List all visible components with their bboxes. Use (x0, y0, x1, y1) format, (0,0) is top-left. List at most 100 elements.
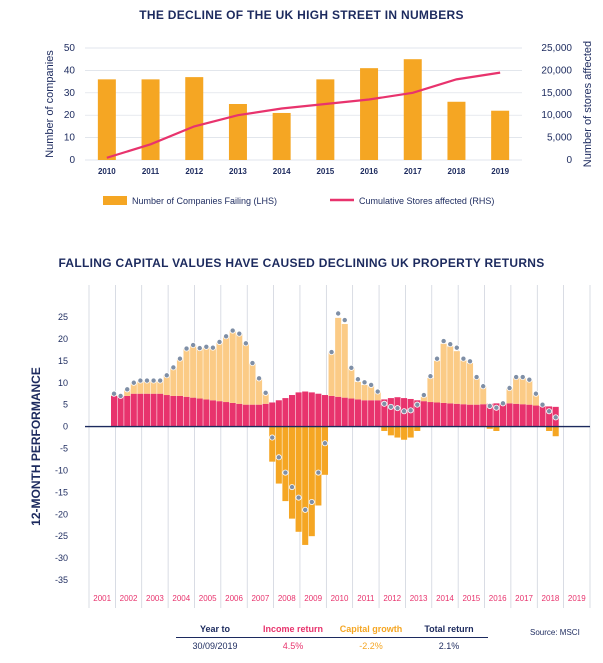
chart2-bar-income (315, 393, 322, 427)
chart2-x-tick-label: 2009 (304, 594, 322, 603)
chart2-x-tick-label: 2003 (146, 594, 164, 603)
chart2-bar-income (216, 401, 223, 427)
chart2-total-return-dot (354, 376, 361, 383)
chart2-total-return-dot (486, 402, 493, 409)
chart1-bar (447, 101, 466, 160)
chart1-x-tick-label: 2010 (98, 167, 116, 176)
chart2-total-return-dot (341, 317, 348, 324)
chart2-total-return-dot (150, 377, 157, 384)
chart2-y-tick-label: 20 (58, 334, 68, 344)
chart2-bar-capital (394, 426, 401, 438)
chart1-bar (228, 104, 247, 160)
chart2-total-return-dot (170, 364, 177, 371)
chart2-total-return-dot (229, 327, 236, 334)
chart2-y-tick-label: 15 (58, 356, 68, 366)
chart1-y-tick-label: 10 (64, 133, 76, 144)
chart2-bar-income (341, 397, 348, 427)
chart2-bar-income (117, 395, 124, 427)
chart2-bar-capital (262, 392, 269, 404)
chart2-total-return-dot (157, 377, 164, 384)
chart2-total-return-dot (223, 333, 230, 340)
chart2-total-return-dot (473, 374, 480, 381)
chart2-total-return-dot (440, 338, 447, 345)
chart2-y-tick-label: 5 (63, 400, 68, 410)
chart2-total-return-dot (315, 469, 322, 476)
chart2-y-tick-label: 0 (63, 422, 68, 432)
chart2-total-return-dot (453, 344, 460, 351)
chart2-total-return-dot (190, 342, 197, 349)
chart2-bar-capital (387, 426, 394, 436)
chart2-bar-income (394, 397, 401, 427)
chart2-total-return-dot (321, 440, 328, 447)
chart1-bar (403, 59, 422, 161)
chart1-line-stores (106, 71, 501, 159)
chart1-bar (491, 110, 510, 160)
chart2-total-return-dot (216, 338, 223, 345)
chart2-bar-capital (288, 426, 296, 519)
chart2-bar-income (499, 403, 506, 427)
chart2-bar-income (381, 399, 388, 427)
chart1-y2-tick-label: 20,000 (541, 65, 572, 76)
chart2-total-return-dot (196, 345, 203, 352)
chart2-total-return-dot (308, 498, 315, 505)
chart2-y-tick-label: -15 (55, 487, 68, 497)
chart2-bar-capital (493, 426, 500, 431)
chart2-x-tick-label: 2012 (383, 594, 401, 603)
chart2-bar-capital (381, 426, 388, 431)
chart2-bar-income (282, 398, 289, 427)
chart2-bar-capital (401, 426, 408, 440)
chart2-bar-income (335, 396, 342, 427)
chart2-x-tick-label: 2004 (172, 594, 190, 603)
chart1-y-tick-label: 50 (64, 43, 76, 54)
chart2-x-tick-label: 2017 (515, 594, 533, 603)
chart2-bar-income (387, 398, 394, 427)
chart2-bar-income (275, 400, 282, 427)
chart1-x-tick-label: 2014 (273, 167, 291, 176)
chart2-bar-income (143, 393, 151, 427)
chart2-total-return-dot (427, 373, 434, 380)
chart1-title: THE DECLINE OF THE UK HIGH STREET IN NUM… (139, 8, 464, 22)
chart2-bar-capital (216, 341, 223, 402)
chart2-bar-capital (440, 343, 447, 403)
chart2-bar-income (249, 404, 256, 427)
chart2-bar-capital (486, 426, 493, 429)
chart2-total-return-dot (407, 407, 414, 414)
chart2-bar-income (269, 402, 276, 427)
chart2-bar-income (506, 403, 513, 427)
chart2-total-return-dot (552, 414, 559, 421)
chart2-total-return-dot (275, 454, 282, 461)
chart1-legend-swatch-bars (103, 196, 127, 205)
chart2-bar-income (150, 393, 157, 427)
chart2-total-return-dot (111, 390, 118, 397)
chart2-bar-income (137, 393, 144, 427)
chart2-x-tick-label: 2014 (436, 594, 454, 603)
chart2-x-tick-label: 2015 (462, 594, 480, 603)
chart2-total-return-dot (163, 372, 170, 379)
chart2-x-tick-label: 2005 (199, 594, 217, 603)
chart2-bar-capital (374, 391, 381, 401)
chart2-bar-income (447, 403, 454, 427)
chart2-total-return-dot (117, 392, 124, 399)
chart2-bar-income (111, 395, 118, 427)
chart2-total-return-dot (394, 405, 401, 412)
chart2-total-return-dot (209, 344, 216, 351)
chart2-bar-capital (460, 360, 467, 405)
chart2-bar-income (420, 401, 427, 427)
chart2-bar-capital (427, 377, 434, 403)
chart2-bar-capital (183, 348, 190, 397)
chart2-y-tick-label: 25 (58, 312, 68, 322)
chart2-bar-capital (361, 384, 368, 401)
chart2-bar-income (486, 403, 493, 427)
chart2-x-tick-label: 2016 (489, 594, 507, 603)
chart2-bar-income (190, 397, 197, 427)
source-note: Source: MSCI (530, 628, 580, 637)
chart2-bar-income (196, 398, 203, 427)
chart1-bar (141, 79, 160, 160)
chart1-x-tick-label: 2016 (360, 167, 378, 176)
chart2-x-tick-label: 2011 (357, 594, 375, 603)
chart2-total-return-dot (203, 343, 210, 350)
chart1-y-tick-label: 40 (64, 65, 76, 76)
chart2-x-tick-label: 2002 (120, 594, 138, 603)
chart1-y-tick-label: 0 (69, 155, 75, 166)
chart1-y-axis-title: Number of companies (44, 50, 56, 158)
